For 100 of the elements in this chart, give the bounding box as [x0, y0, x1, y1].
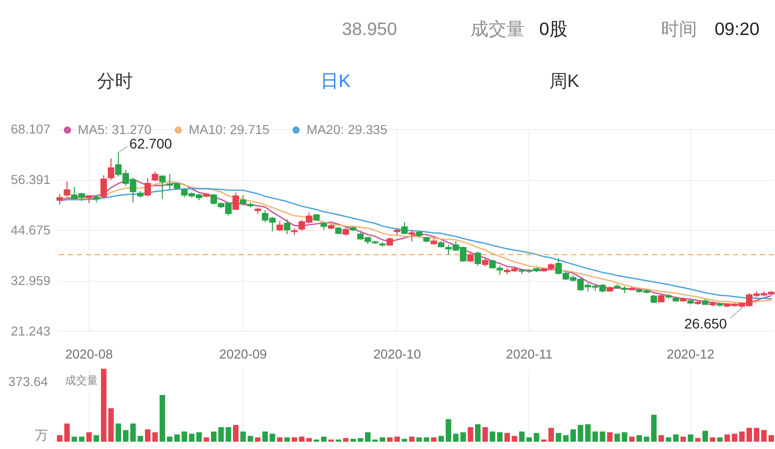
candlestick — [401, 222, 408, 235]
x-tick-label: 2020-08 — [65, 346, 113, 362]
bar — [490, 432, 496, 442]
bar — [160, 395, 166, 442]
bar — [321, 436, 327, 442]
bar — [343, 438, 349, 442]
bar — [482, 427, 488, 442]
bar — [475, 424, 481, 442]
bar — [210, 432, 216, 442]
bar — [519, 432, 525, 442]
y-tick-label: 21.243 — [10, 323, 50, 338]
candlestick — [232, 192, 239, 211]
bar — [658, 435, 664, 442]
candlestick — [474, 250, 482, 266]
bar — [468, 427, 474, 442]
bar — [702, 430, 708, 442]
bar — [188, 434, 194, 442]
bar — [166, 436, 172, 442]
bar — [204, 437, 210, 442]
bar — [78, 436, 84, 442]
bar — [306, 438, 312, 442]
bar — [768, 435, 774, 442]
candlestick — [408, 229, 416, 242]
bar — [299, 436, 305, 442]
y-tick-label: 44.675 — [10, 222, 50, 238]
bar — [365, 432, 371, 442]
bar — [431, 437, 437, 442]
candlestick — [159, 174, 166, 200]
bar — [284, 437, 290, 442]
text: 0股 — [539, 19, 568, 40]
bar — [724, 434, 730, 442]
bar — [710, 437, 716, 442]
bar — [746, 428, 752, 442]
bar — [394, 436, 400, 442]
candlestick — [276, 220, 283, 232]
x-tick-label: 2020-12 — [666, 346, 714, 362]
bar — [592, 432, 598, 442]
y-axis-title: 万 — [34, 428, 48, 443]
candlestick — [284, 218, 290, 235]
bar — [56, 435, 62, 442]
y-tick-label: 56.391 — [10, 172, 50, 188]
bar — [122, 430, 128, 442]
bar — [86, 432, 92, 442]
candlestick — [467, 252, 474, 263]
text: 373.64 — [8, 374, 48, 389]
annotation: 26.650 — [684, 316, 728, 332]
y-tick-label: 68.107 — [10, 122, 50, 137]
bar — [497, 432, 503, 442]
candlestick — [100, 174, 107, 199]
bar — [460, 432, 466, 442]
bar — [600, 432, 606, 442]
candlestick — [240, 194, 246, 206]
bar — [108, 408, 114, 442]
bar — [232, 424, 238, 442]
bar — [277, 437, 282, 442]
bar — [196, 432, 202, 442]
candlestick — [56, 194, 63, 205]
bar — [607, 432, 613, 442]
bar — [254, 437, 260, 442]
annotation: 62.700 — [129, 135, 172, 152]
legend-label: MA20: 29.335 — [306, 122, 388, 138]
bar — [100, 368, 106, 442]
bar — [629, 436, 635, 442]
x-tick-label: 2020-11 — [506, 346, 552, 362]
bar — [695, 438, 701, 442]
x-tick-label: 2020-09 — [219, 346, 267, 362]
x-tick-label: 2020-10 — [373, 346, 421, 362]
candlestick — [108, 158, 114, 180]
text: 成交量 — [470, 19, 524, 40]
bar — [144, 429, 150, 442]
bar — [116, 423, 122, 442]
bar — [534, 432, 540, 442]
bar — [680, 436, 686, 442]
bar — [94, 435, 100, 442]
bar — [72, 436, 78, 442]
bar — [526, 437, 532, 442]
bar — [152, 432, 158, 442]
candlestick — [152, 171, 158, 182]
bar — [292, 437, 298, 442]
candlestick — [144, 178, 151, 198]
text: 成交量 — [64, 374, 98, 387]
y-tick-label: 32.959 — [10, 272, 50, 288]
text: 时间 — [661, 19, 698, 40]
text: 周K — [549, 71, 580, 92]
bar — [387, 437, 393, 442]
bar — [453, 434, 459, 442]
bar — [570, 429, 576, 442]
text: 日K — [320, 71, 351, 92]
candlestick — [64, 181, 70, 198]
text: 分时 — [96, 71, 133, 92]
bar — [688, 434, 694, 442]
legend-label: MA5: 31.270 — [78, 122, 152, 138]
text: 38.950 — [342, 19, 398, 40]
bar — [636, 435, 642, 442]
bar — [64, 423, 70, 442]
bar — [409, 436, 415, 442]
text: 09:20 — [714, 19, 760, 40]
bar — [717, 437, 723, 442]
bar — [622, 432, 628, 442]
bar — [548, 428, 554, 442]
